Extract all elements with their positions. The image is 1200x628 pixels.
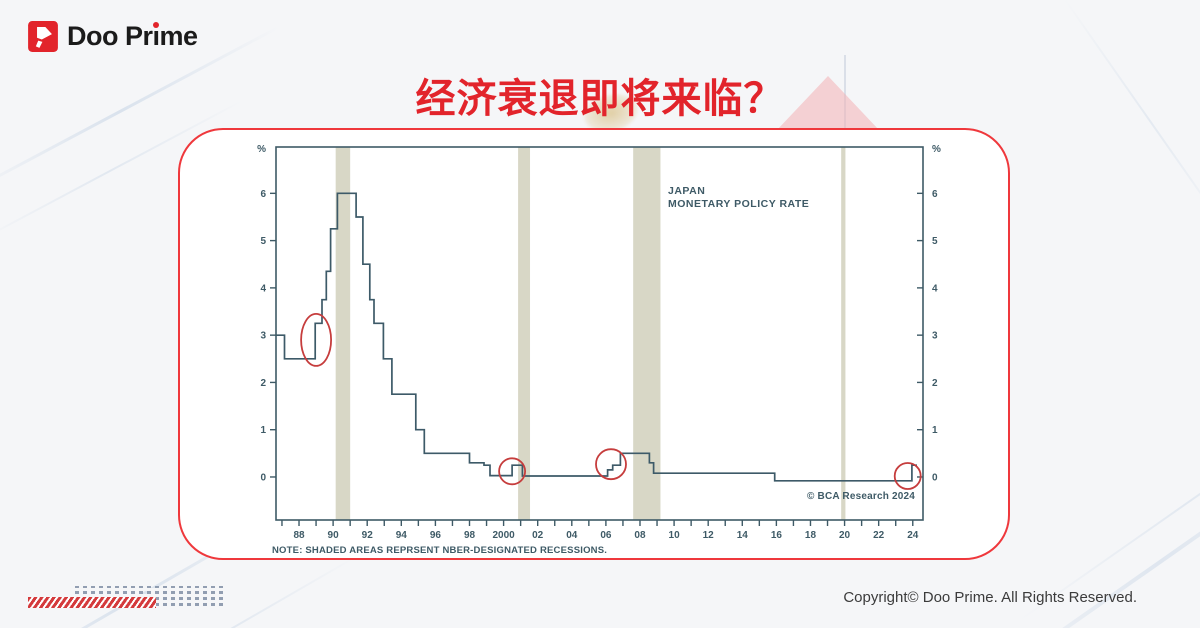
y-axis-label: 6 — [260, 189, 266, 200]
annotation-circle — [595, 448, 627, 481]
y-axis-label: 3 — [260, 331, 266, 342]
red-hatch-bar-decoration — [28, 597, 156, 608]
recession-band — [841, 147, 846, 520]
x-axis-label: 2000 — [492, 530, 515, 541]
plot-frame — [275, 146, 924, 521]
chart-title: MONETARY POLICY RATE — [668, 198, 809, 210]
doo-prime-logo-text: Doo Prıme — [67, 21, 198, 51]
x-axis-label: 10 — [669, 530, 681, 541]
bg-streak — [1017, 379, 1200, 623]
annotation-circle — [300, 312, 333, 367]
chart-title: JAPAN — [668, 185, 705, 197]
y-axis-label: 5 — [932, 236, 938, 247]
annotation-circle — [498, 457, 527, 486]
y-axis-label: 0 — [260, 472, 266, 483]
x-axis-label: 24 — [907, 530, 919, 541]
x-axis-label: 16 — [771, 530, 783, 541]
chart-card: 88 90 92 94 96 98 2000 02 04 06 08 10 12 14 16 18 20 22 24… — [178, 128, 1010, 560]
chart-credit: © BCA Research 2024 — [807, 491, 915, 502]
y-axis-label: 3 — [932, 331, 938, 342]
doo-prime-logo: Doo Prıme — [28, 21, 198, 52]
recession-band — [633, 147, 661, 520]
x-axis-label: 04 — [566, 530, 578, 541]
x-axis-label: 18 — [805, 530, 817, 541]
y-axis-label: 0 — [932, 472, 938, 483]
x-axis-label: 92 — [362, 530, 374, 541]
x-axis-label: 12 — [703, 530, 715, 541]
y-axis-unit: % — [257, 144, 266, 155]
x-axis-label: 90 — [328, 530, 340, 541]
recession-band — [335, 147, 351, 520]
x-axis-label: 06 — [600, 530, 612, 541]
x-axis-label: 96 — [430, 530, 442, 541]
chart-note: NOTE: SHADED AREAS REPRSENT NBER-DESIGNA… — [272, 545, 607, 556]
x-axis-label: 94 — [396, 530, 408, 541]
y-axis-label: 2 — [932, 378, 938, 389]
x-axis-label: 14 — [737, 530, 749, 541]
x-axis-label: 98 — [464, 530, 476, 541]
y-axis-unit: % — [932, 144, 941, 155]
y-axis-label: 6 — [932, 189, 938, 200]
doo-prime-logo-icon — [28, 21, 58, 52]
page-title: 经济衰退即将来临？ — [415, 77, 785, 121]
y-axis-label: 2 — [260, 378, 266, 389]
y-axis-label: 1 — [260, 425, 266, 436]
policy-rate-line — [276, 192, 917, 482]
x-axis-label: 88 — [293, 530, 305, 541]
recession-band — [518, 147, 531, 520]
y-axis-label: 5 — [260, 236, 266, 247]
y-axis-label: 4 — [260, 283, 266, 294]
annotation-circle — [893, 462, 922, 490]
x-axis-label: 08 — [634, 530, 646, 541]
y-axis-label: 1 — [932, 425, 938, 436]
copyright-text: Copyright© Doo Prime. All Rights Reserve… — [843, 589, 1137, 606]
x-axis-label: 02 — [532, 530, 544, 541]
y-axis-label: 4 — [932, 283, 938, 294]
up-triangle-decoration — [777, 76, 879, 130]
x-axis-label: 22 — [873, 530, 885, 541]
japan-policy-rate-chart: 88 90 92 94 96 98 2000 02 04 06 08 10 12 14 16 18 20 22 24… — [257, 144, 941, 556]
x-axis-label: 20 — [839, 530, 851, 541]
